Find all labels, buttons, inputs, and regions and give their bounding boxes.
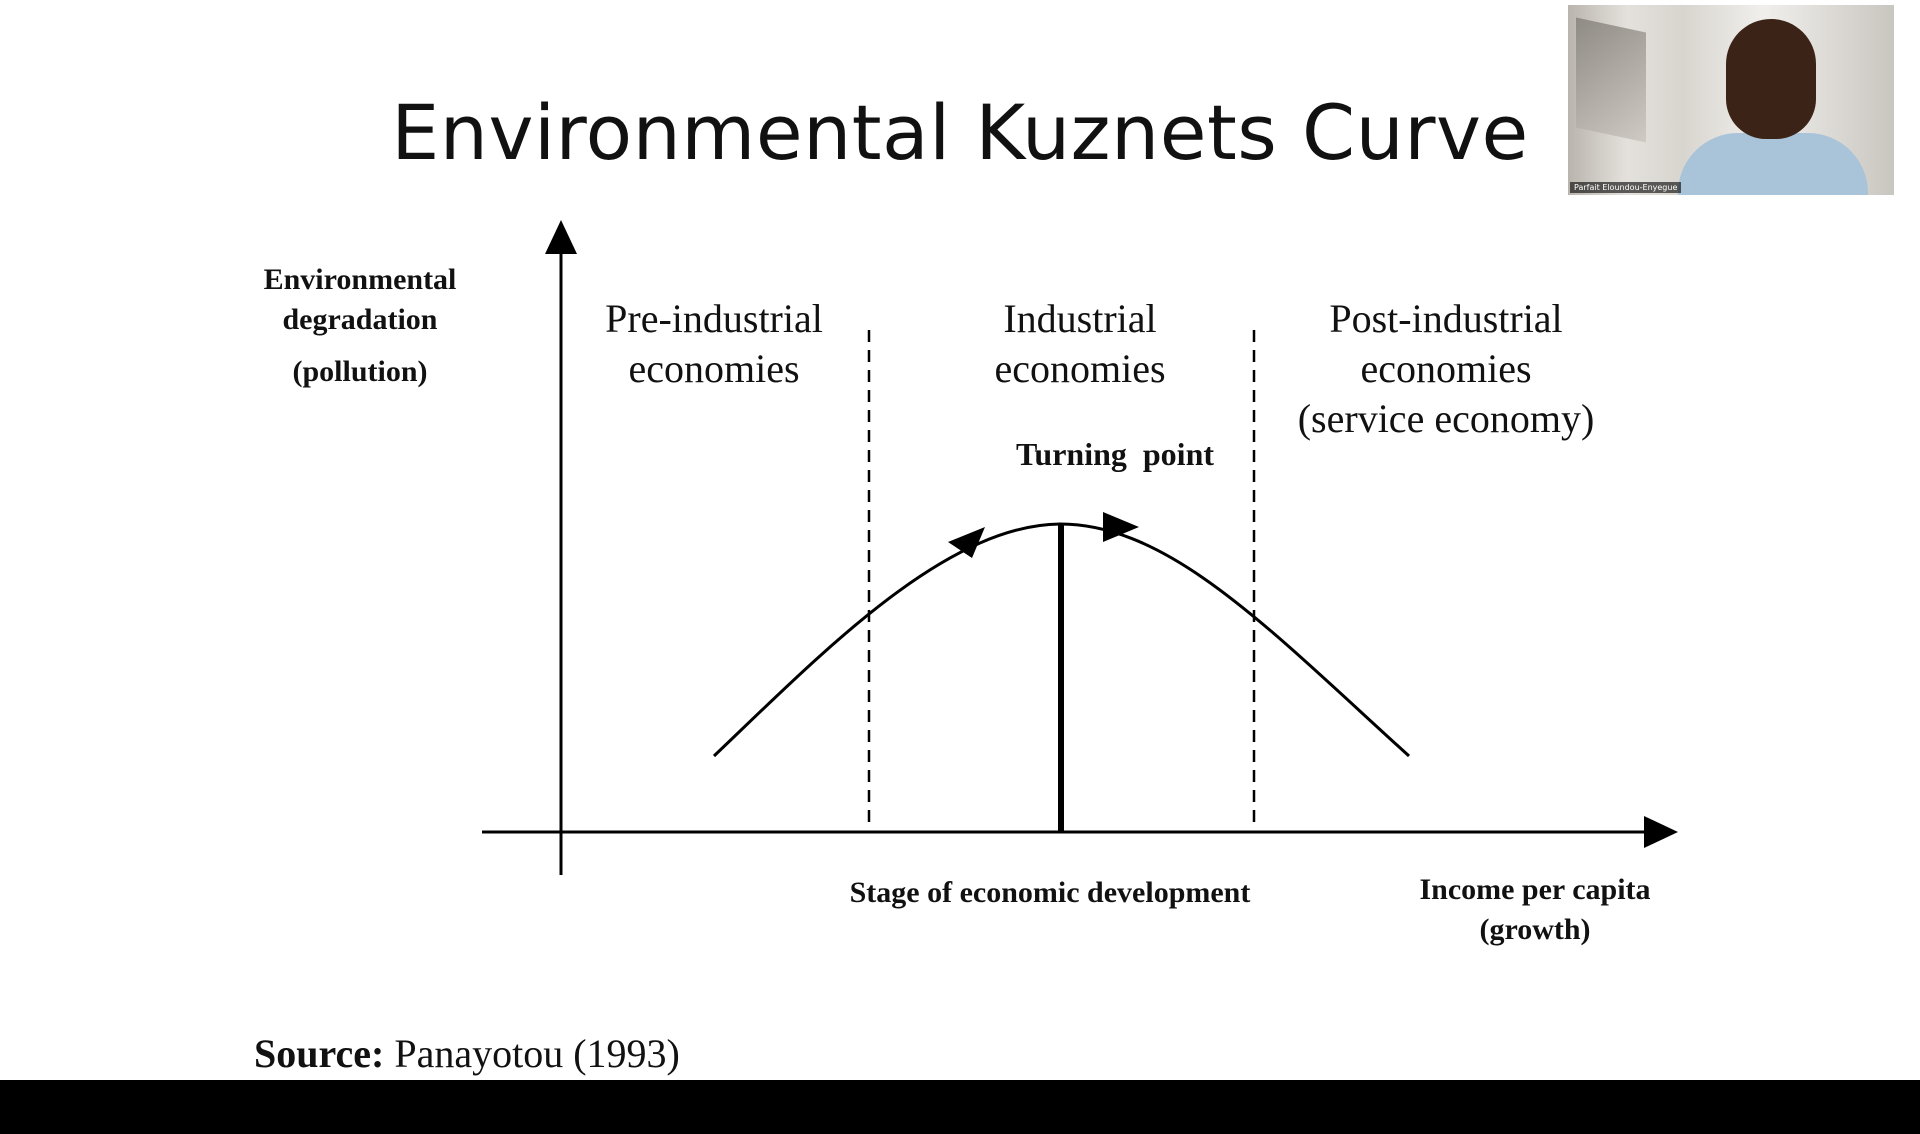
webcam-thumbnail[interactable]: Parfait Eloundou-Enyegue [1568,5,1894,195]
webcam-person [1726,19,1816,139]
webcam-participant-name: Parfait Eloundou-Enyegue [1570,182,1682,193]
webcam-person-shirt [1678,133,1868,195]
source-citation: Source: Panayotou (1993) [254,1030,680,1077]
region-industrial: Industrial economies [994,296,1166,391]
kuznets-diagram [482,220,1678,875]
stage-label: Stage of economic development [849,876,1251,909]
region-pre-industrial: Pre-industrial economies [605,296,823,391]
region-post-industrial: Post-industrial economies (service econo… [1297,296,1595,441]
slide-title: Environmental Kuznets Curve [391,88,1529,177]
curve-arrow-falling [1103,512,1139,542]
webcam-background [1576,17,1646,143]
source-text: Panayotou (1993) [394,1031,680,1076]
y-axis-label: Environmental degradation (pollution) [263,263,457,388]
turning-point-label: Turning point [1015,436,1215,472]
x-axis-arrowhead [1644,816,1678,848]
slide: Environmental Kuznets Curve Environmenta… [254,5,1894,1077]
y-axis-arrowhead [545,220,577,254]
x-axis-label: Income per capita (growth) [1419,873,1651,946]
source-label: Source: [254,1031,385,1076]
curve-arrow-rising [948,527,985,558]
bottom-bar [0,1080,1920,1134]
